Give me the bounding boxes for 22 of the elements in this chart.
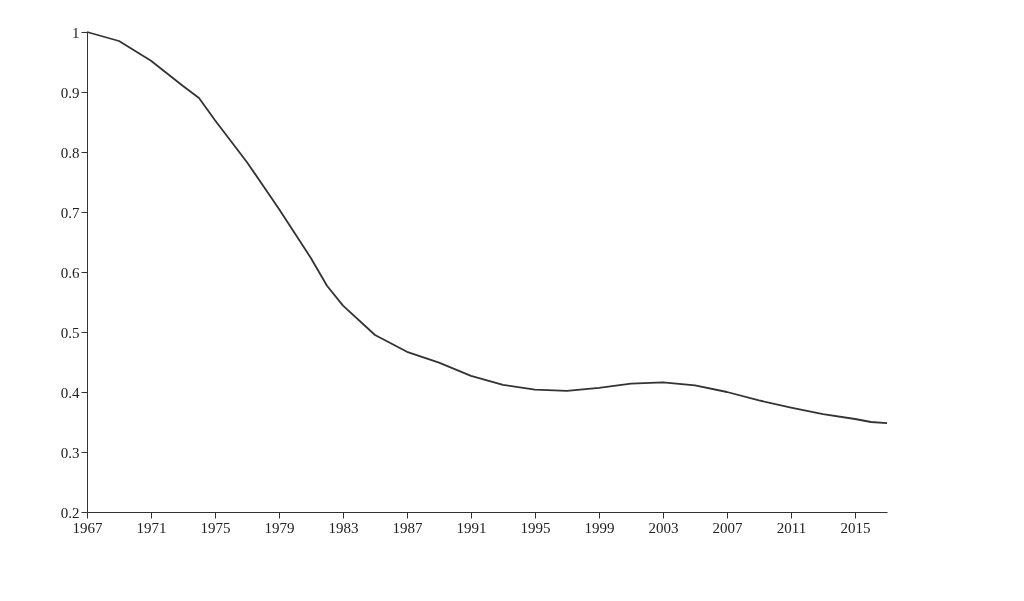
y-tick-label: 0.2 xyxy=(60,504,80,521)
y-tick-label: 0.4 xyxy=(60,384,80,401)
x-tick-label: 2007 xyxy=(712,519,743,536)
x-tick-label: 1995 xyxy=(520,519,551,536)
y-tick-label: 0.9 xyxy=(60,84,80,101)
x-tick-label: 1967 xyxy=(72,519,103,536)
y-tick-label: 0.3 xyxy=(60,444,80,461)
x-tick-label: 1979 xyxy=(264,519,295,536)
y-tick-label: 0.6 xyxy=(60,264,80,281)
x-tick-label: 1999 xyxy=(584,519,615,536)
x-tick-label: 2015 xyxy=(840,519,871,536)
x-tick-label: 1987 xyxy=(392,519,423,536)
x-tick-label: 2011 xyxy=(776,519,807,536)
x-tick-label: 2003 xyxy=(648,519,679,536)
x-tick-label: 1991 xyxy=(456,519,487,536)
y-tick-label: 0.7 xyxy=(60,204,80,221)
y-tick-label: 0.8 xyxy=(60,144,80,161)
x-tick-label: 1971 xyxy=(136,519,167,536)
y-tick-label: 1 xyxy=(72,24,80,41)
x-tick-label: 1975 xyxy=(200,519,231,536)
y-tick-label: 0.5 xyxy=(60,324,80,341)
x-tick-label: 1983 xyxy=(328,519,359,536)
